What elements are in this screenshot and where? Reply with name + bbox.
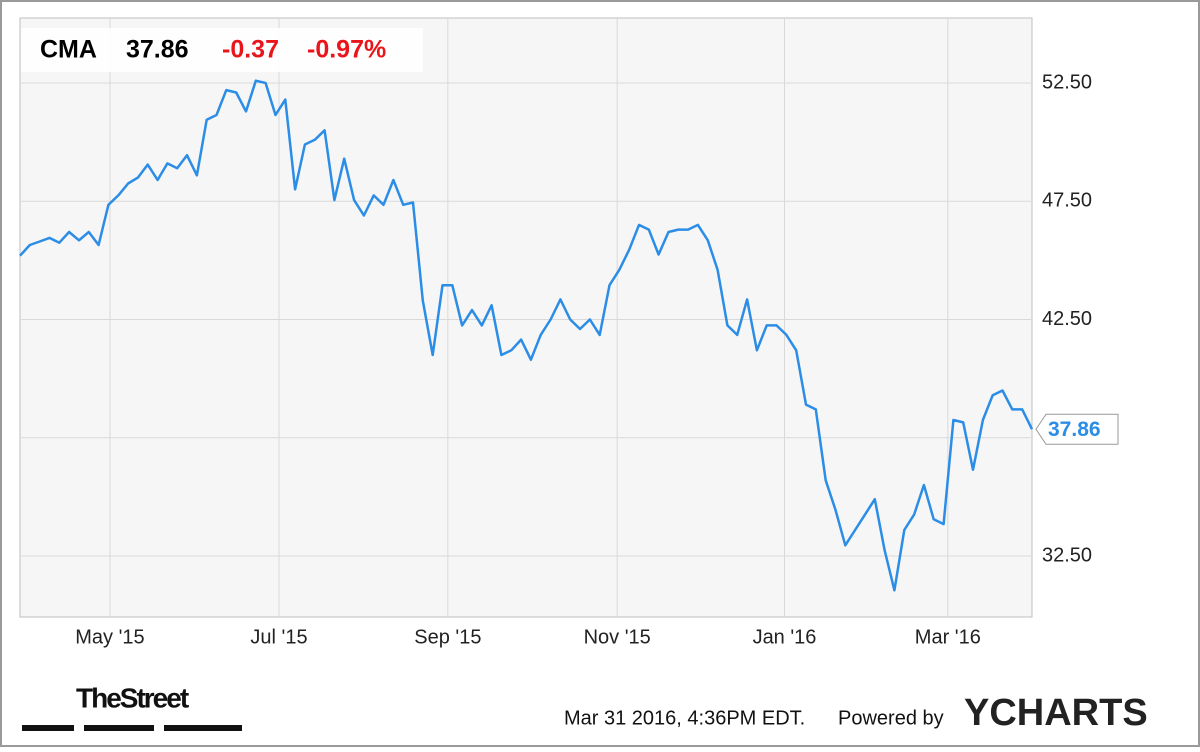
last-price-label: 37.86 — [1048, 418, 1101, 441]
change-percent: -0.97% — [307, 36, 386, 64]
x-tick-label: Nov '15 — [584, 626, 651, 648]
y-tick-label: 52.50 — [1042, 71, 1092, 93]
price-line — [19, 79, 1034, 592]
x-tick-label: Jan '16 — [753, 626, 817, 648]
logo-bar — [164, 725, 242, 731]
marks — [19, 79, 1034, 592]
powered-by: Powered by — [838, 707, 944, 729]
timestamp: Mar 31 2016, 4:36PM EDT. — [564, 707, 805, 729]
source-logo: TheStreet — [76, 682, 189, 713]
logo-bar — [84, 725, 154, 731]
header-box — [21, 28, 423, 72]
y-tick-label: 32.50 — [1042, 544, 1092, 566]
x-tick-label: May '15 — [75, 626, 144, 648]
price: 37.86 — [126, 36, 189, 64]
y-tick-label: 47.50 — [1042, 190, 1092, 212]
last-price-tag — [1035, 413, 1119, 445]
symbol: CMA — [40, 36, 97, 64]
x-tick-label: Jul '15 — [250, 626, 307, 648]
logo-bar — [22, 725, 74, 731]
change: -0.37 — [222, 36, 279, 64]
x-tick-label: Sep '15 — [414, 626, 481, 648]
brand: YCHARTS — [964, 692, 1148, 734]
x-tick-label: Mar '16 — [915, 626, 981, 648]
y-tick-label: 42.50 — [1042, 308, 1092, 330]
grid — [20, 18, 1032, 617]
